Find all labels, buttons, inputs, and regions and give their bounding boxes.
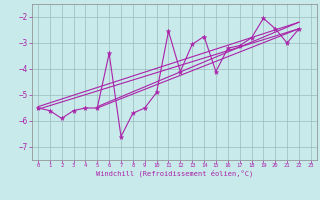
- X-axis label: Windchill (Refroidissement éolien,°C): Windchill (Refroidissement éolien,°C): [96, 170, 253, 177]
